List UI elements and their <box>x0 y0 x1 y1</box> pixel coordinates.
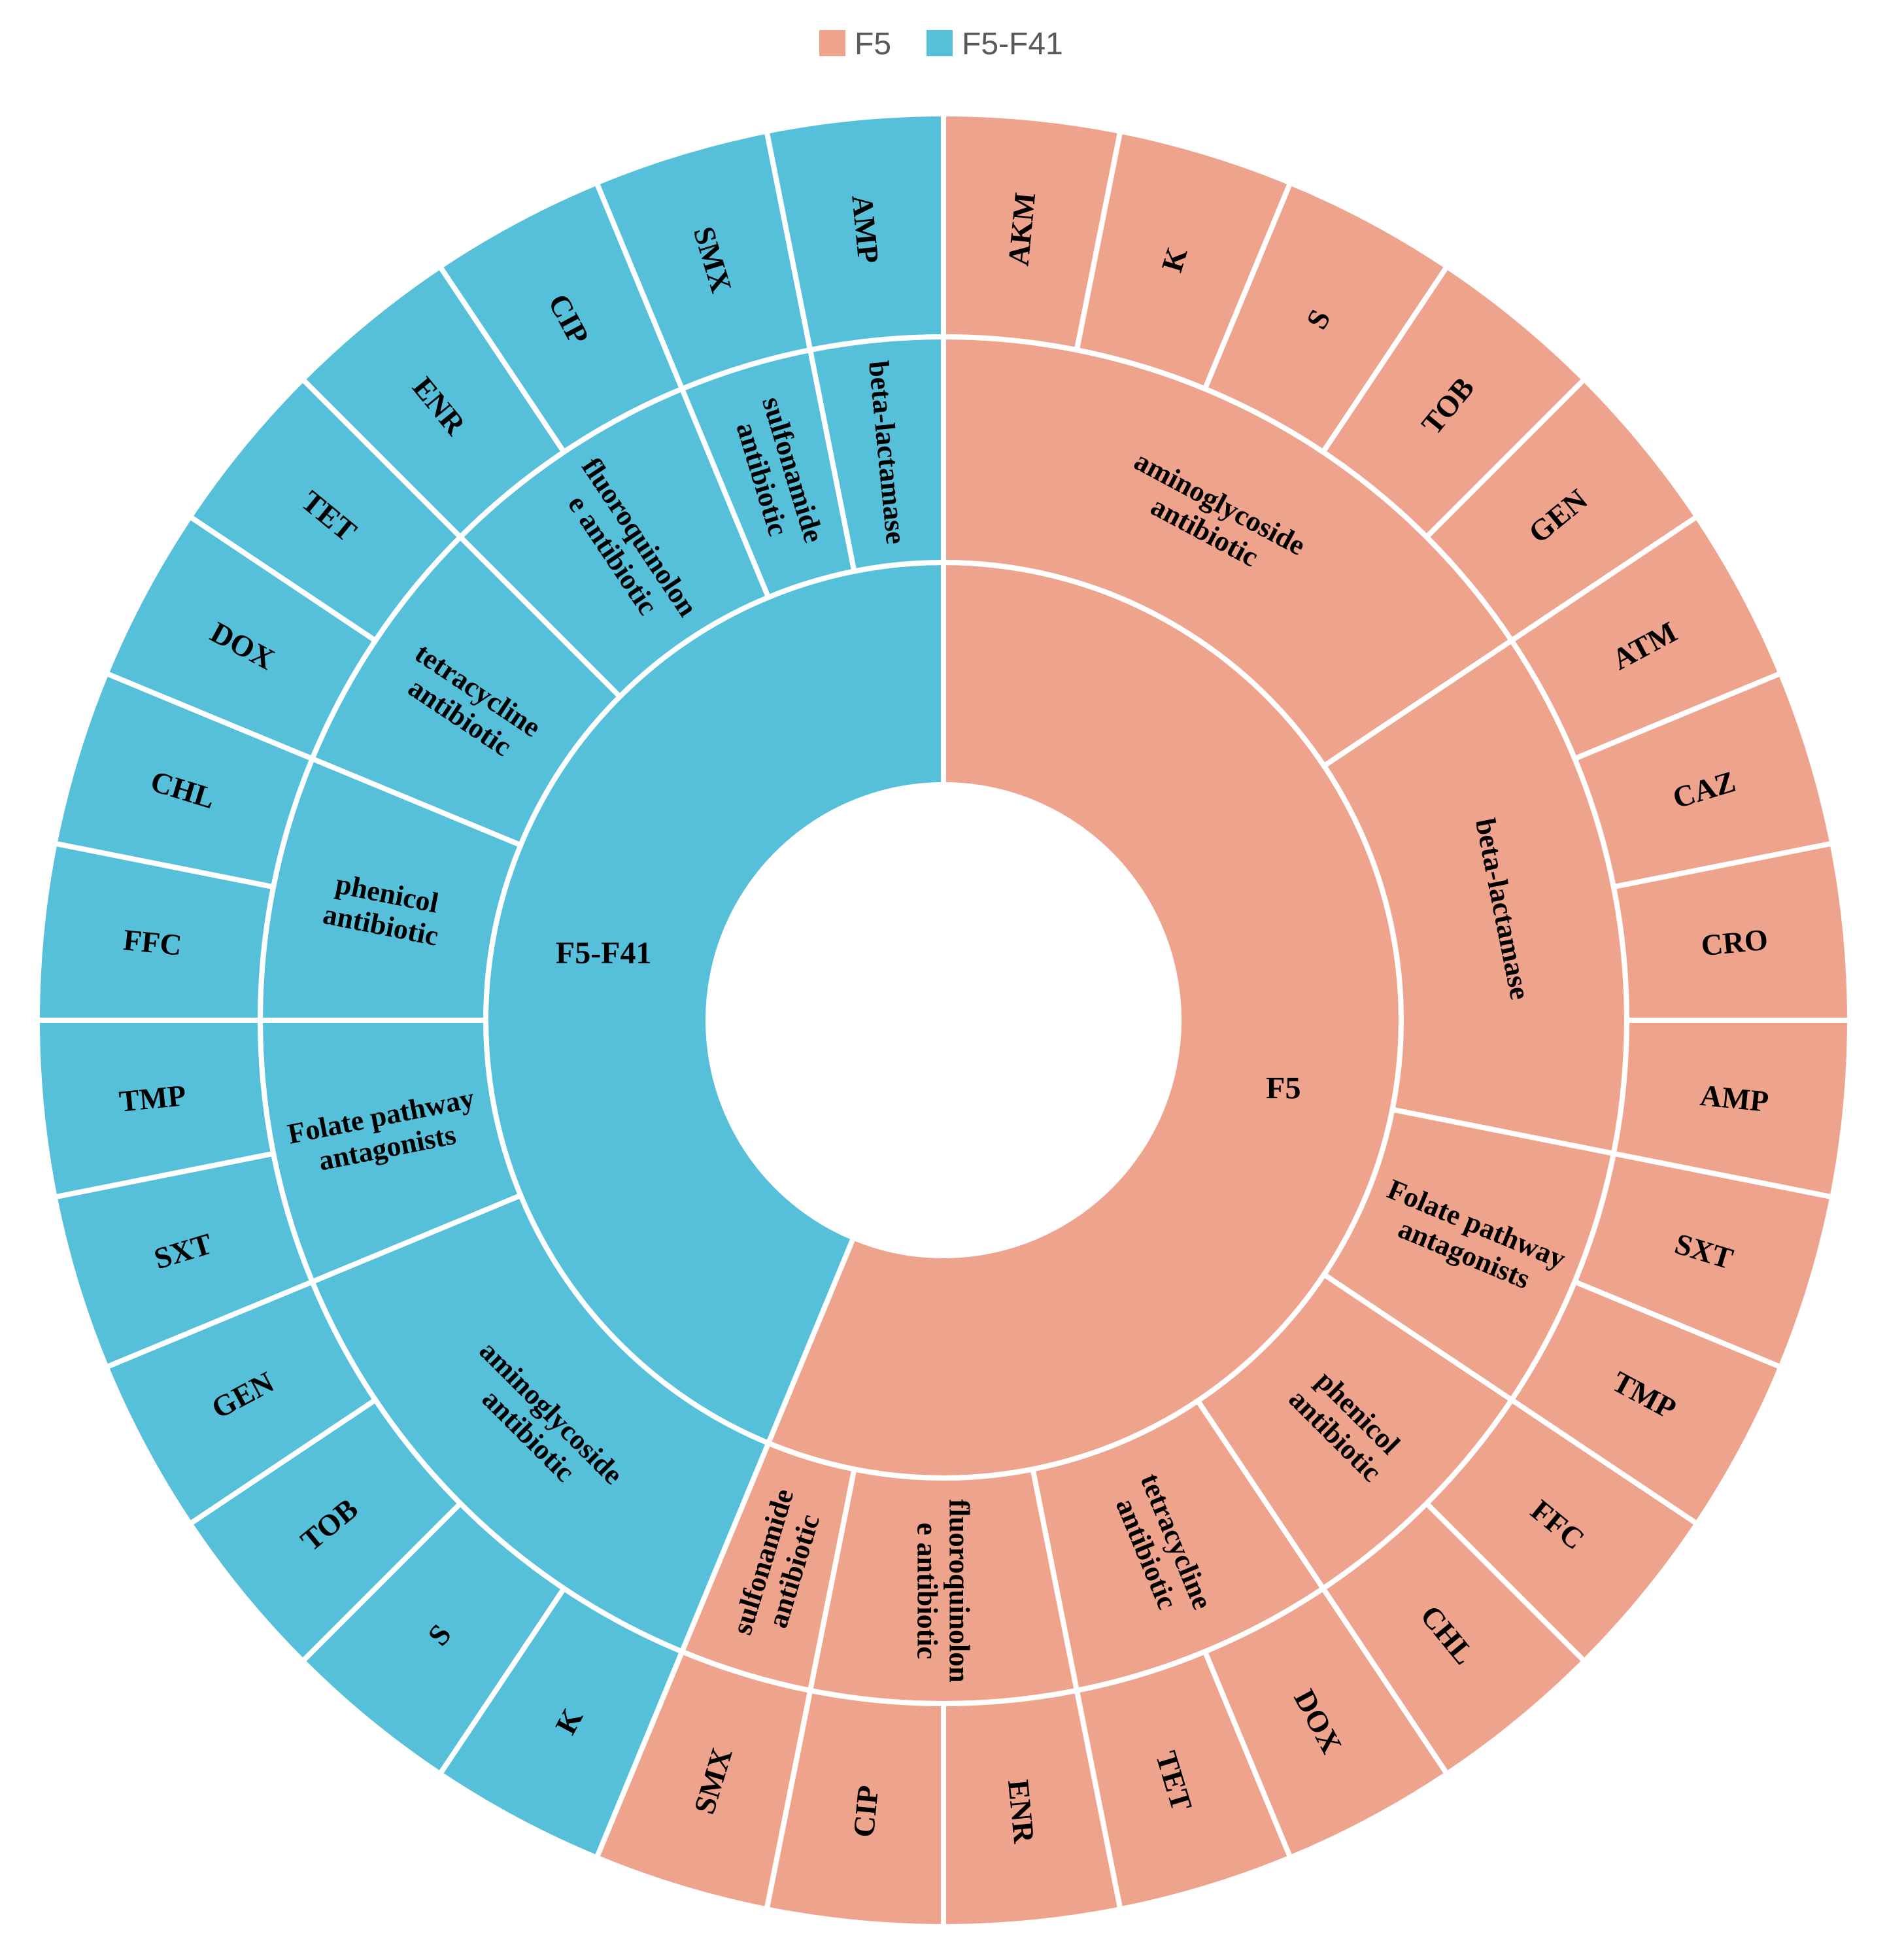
segment-drug-f5-f41-amp <box>763 111 946 353</box>
legend: F5 F5-F41 <box>819 27 1063 61</box>
label-drug-f5-f41-amp: AMP <box>845 194 885 265</box>
ring-drugs <box>34 111 1853 1930</box>
label-group-f5-f41: F5-F41 <box>556 936 652 971</box>
legend-label-f5: F5 <box>855 27 891 61</box>
legend-swatch-f5 <box>819 30 845 56</box>
label-drug-f5-f41-ffc: FFC <box>122 923 183 962</box>
legend-item-f5-f41: F5-F41 <box>926 27 1063 61</box>
legend-label-f5-f41: F5-F41 <box>962 27 1063 61</box>
label-drug-f5-cip: CIP <box>847 1784 885 1839</box>
label-drug-f5-amp: AMP <box>1699 1078 1770 1118</box>
label-drug-f5-enr: ENR <box>1002 1778 1041 1845</box>
ring-groups <box>483 559 1404 1481</box>
label-drug-f5-akm: AKM <box>1001 191 1042 267</box>
ring-classes <box>257 334 1629 1706</box>
legend-item-f5: F5 <box>819 27 891 61</box>
legend-swatch-f5-f41 <box>926 30 953 56</box>
label-class-f5-fluoroquinolone-antibiotic: fluoroquinolone antibiotic <box>911 1499 975 1682</box>
label-drug-f5-cro: CRO <box>1699 923 1769 963</box>
label-group-f5: F5 <box>1266 1071 1300 1106</box>
label-drug-f5-f41-tmp: TMP <box>118 1078 188 1118</box>
